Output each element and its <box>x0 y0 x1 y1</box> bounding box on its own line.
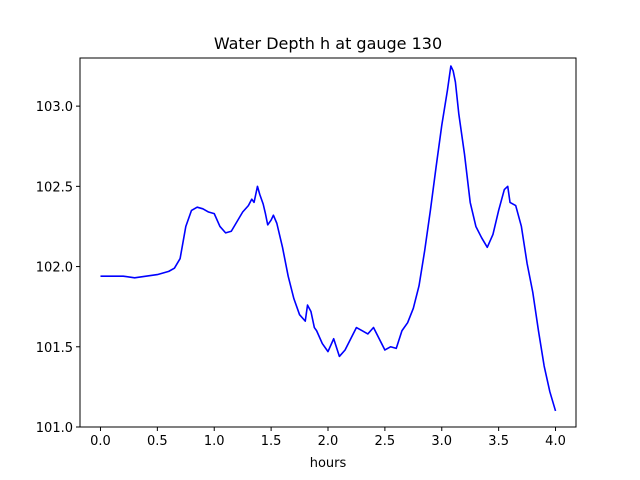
y-tick-label: 101.5 <box>36 341 73 356</box>
y-tick-label: 103.0 <box>36 100 73 115</box>
x-axis: 0.0 0.5 1.0 1.5 2.0 2.5 3.0 3.5 4.0 <box>90 427 566 449</box>
x-tick-label: 2.5 <box>375 434 396 449</box>
y-tick-label: 101.0 <box>36 421 73 436</box>
x-tick-label: 0.0 <box>90 434 111 449</box>
y-tick-label: 102.0 <box>36 261 73 276</box>
y-tick-label: 102.5 <box>36 180 73 195</box>
x-tick-label: 3.0 <box>431 434 452 449</box>
x-tick-label: 1.5 <box>261 434 282 449</box>
series-line-0 <box>100 65 557 412</box>
x-tick-label: 0.5 <box>147 434 168 449</box>
x-tick-label: 1.0 <box>204 434 225 449</box>
y-axis: 101.0 101.5 102.0 102.5 103.0 <box>36 100 80 436</box>
x-tick-label: 2.0 <box>318 434 339 449</box>
chart-title: Water Depth h at gauge 130 <box>214 34 442 53</box>
x-axis-label: hours <box>310 456 347 471</box>
plot-area <box>100 65 557 412</box>
x-tick-label: 4.0 <box>545 434 566 449</box>
x-tick-label: 3.5 <box>488 434 509 449</box>
